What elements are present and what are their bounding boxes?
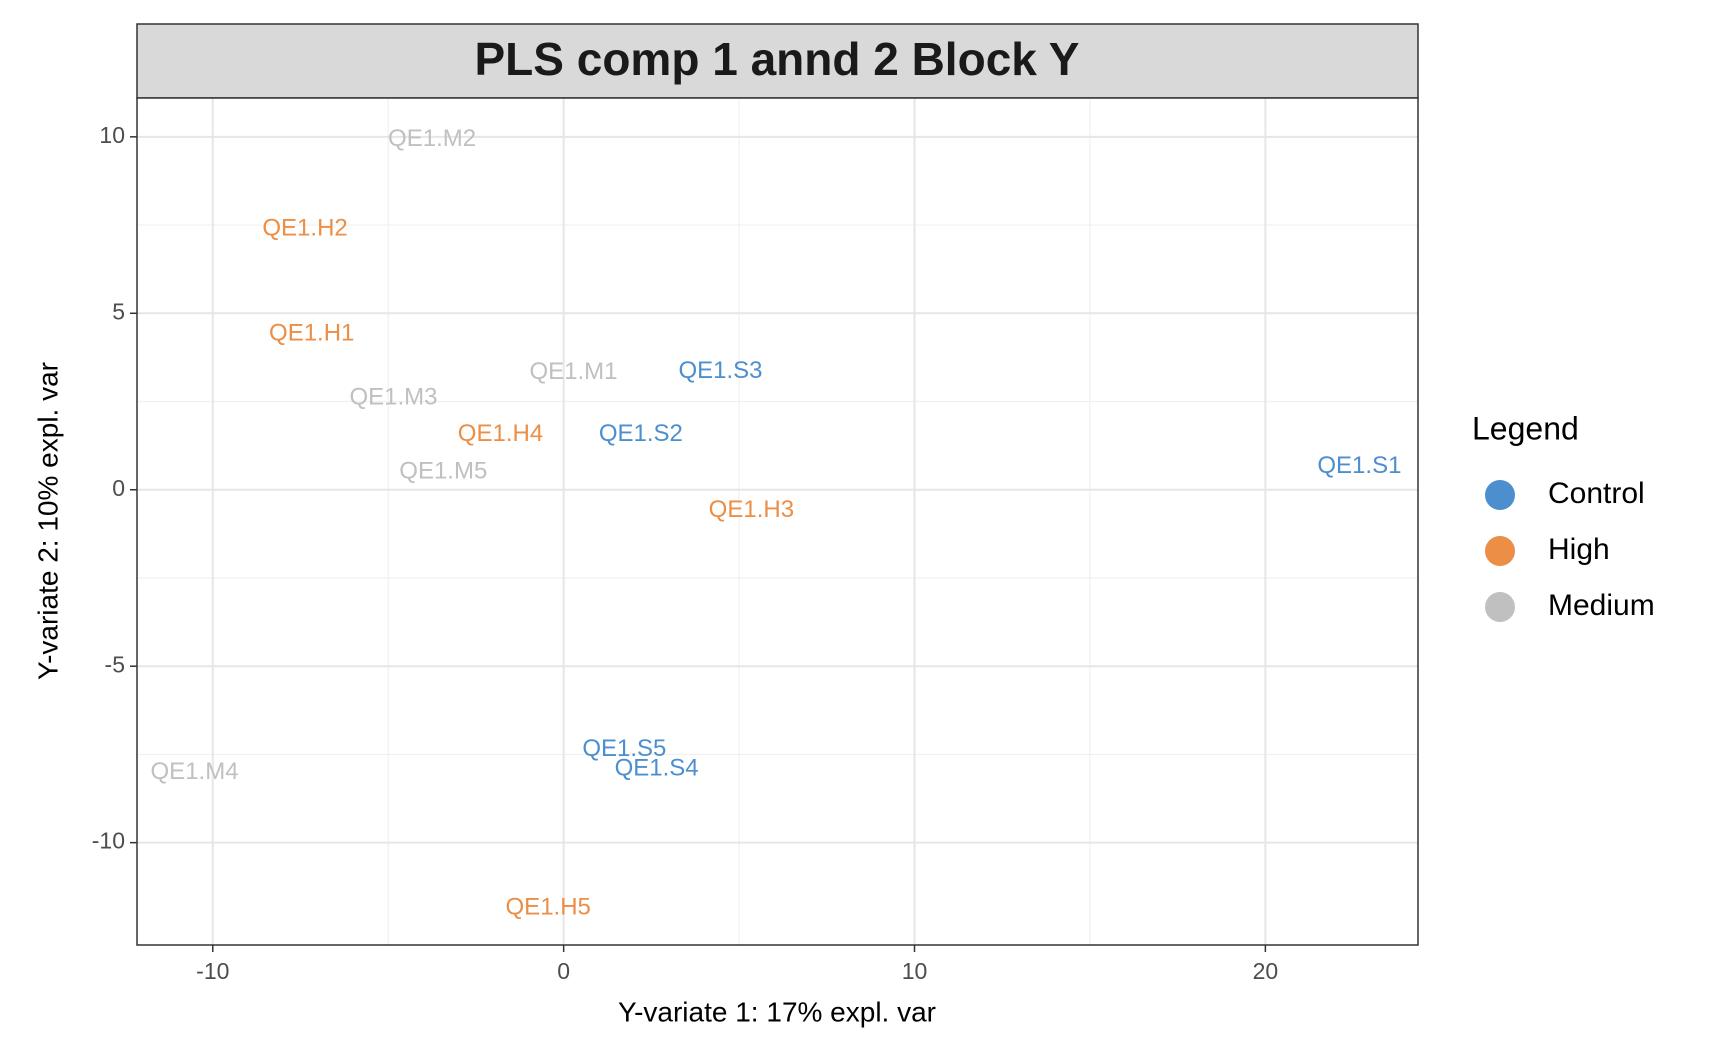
chart-title: PLS comp 1 annd 2 Block Y	[475, 33, 1080, 85]
x-axis-title: Y-variate 1: 17% expl. var	[618, 996, 936, 1027]
y-tick-label: -10	[92, 828, 125, 854]
point-label: QE1.S5	[582, 735, 666, 762]
point-label: QE1.S1	[1317, 452, 1401, 479]
legend-label: Medium	[1548, 589, 1655, 622]
point-label: QE1.M4	[151, 758, 239, 785]
point-label: QE1.S4	[615, 755, 699, 782]
title-strip	[136, 23, 1419, 99]
x-tick-label: 20	[1253, 958, 1279, 984]
y-tick-label: 0	[112, 475, 125, 501]
legend-swatch	[1485, 536, 1515, 566]
point-label: QE1.H5	[506, 894, 591, 921]
y-tick-label: 10	[99, 122, 125, 148]
point-label: QE1.M3	[349, 383, 437, 410]
legend-label: High	[1548, 533, 1610, 566]
y-axis-title: Y-variate 2: 10% expl. var	[32, 362, 63, 680]
legend-swatch	[1485, 480, 1515, 510]
point-label: QE1.M2	[388, 125, 476, 152]
point-label: QE1.M5	[399, 457, 487, 484]
panel-border	[136, 97, 1419, 946]
point-label: QE1.H3	[709, 496, 794, 523]
point-label: QE1.S2	[599, 420, 683, 447]
y-tick-label: 5	[112, 298, 125, 324]
point-label: QE1.S3	[678, 357, 762, 384]
y-tick-label: -5	[105, 651, 125, 677]
point-label: QE1.M1	[529, 358, 617, 385]
legend-swatch	[1485, 592, 1515, 622]
point-label: QE1.H2	[262, 214, 347, 241]
panel	[137, 98, 1418, 945]
legend-title: Legend	[1472, 410, 1579, 446]
point-label: QE1.H4	[458, 420, 543, 447]
x-tick-label: 10	[902, 958, 928, 984]
x-tick-label: 0	[557, 958, 570, 984]
x-tick-label: -10	[196, 958, 229, 984]
legend-label: Control	[1548, 477, 1645, 510]
point-label: QE1.H1	[269, 319, 354, 346]
